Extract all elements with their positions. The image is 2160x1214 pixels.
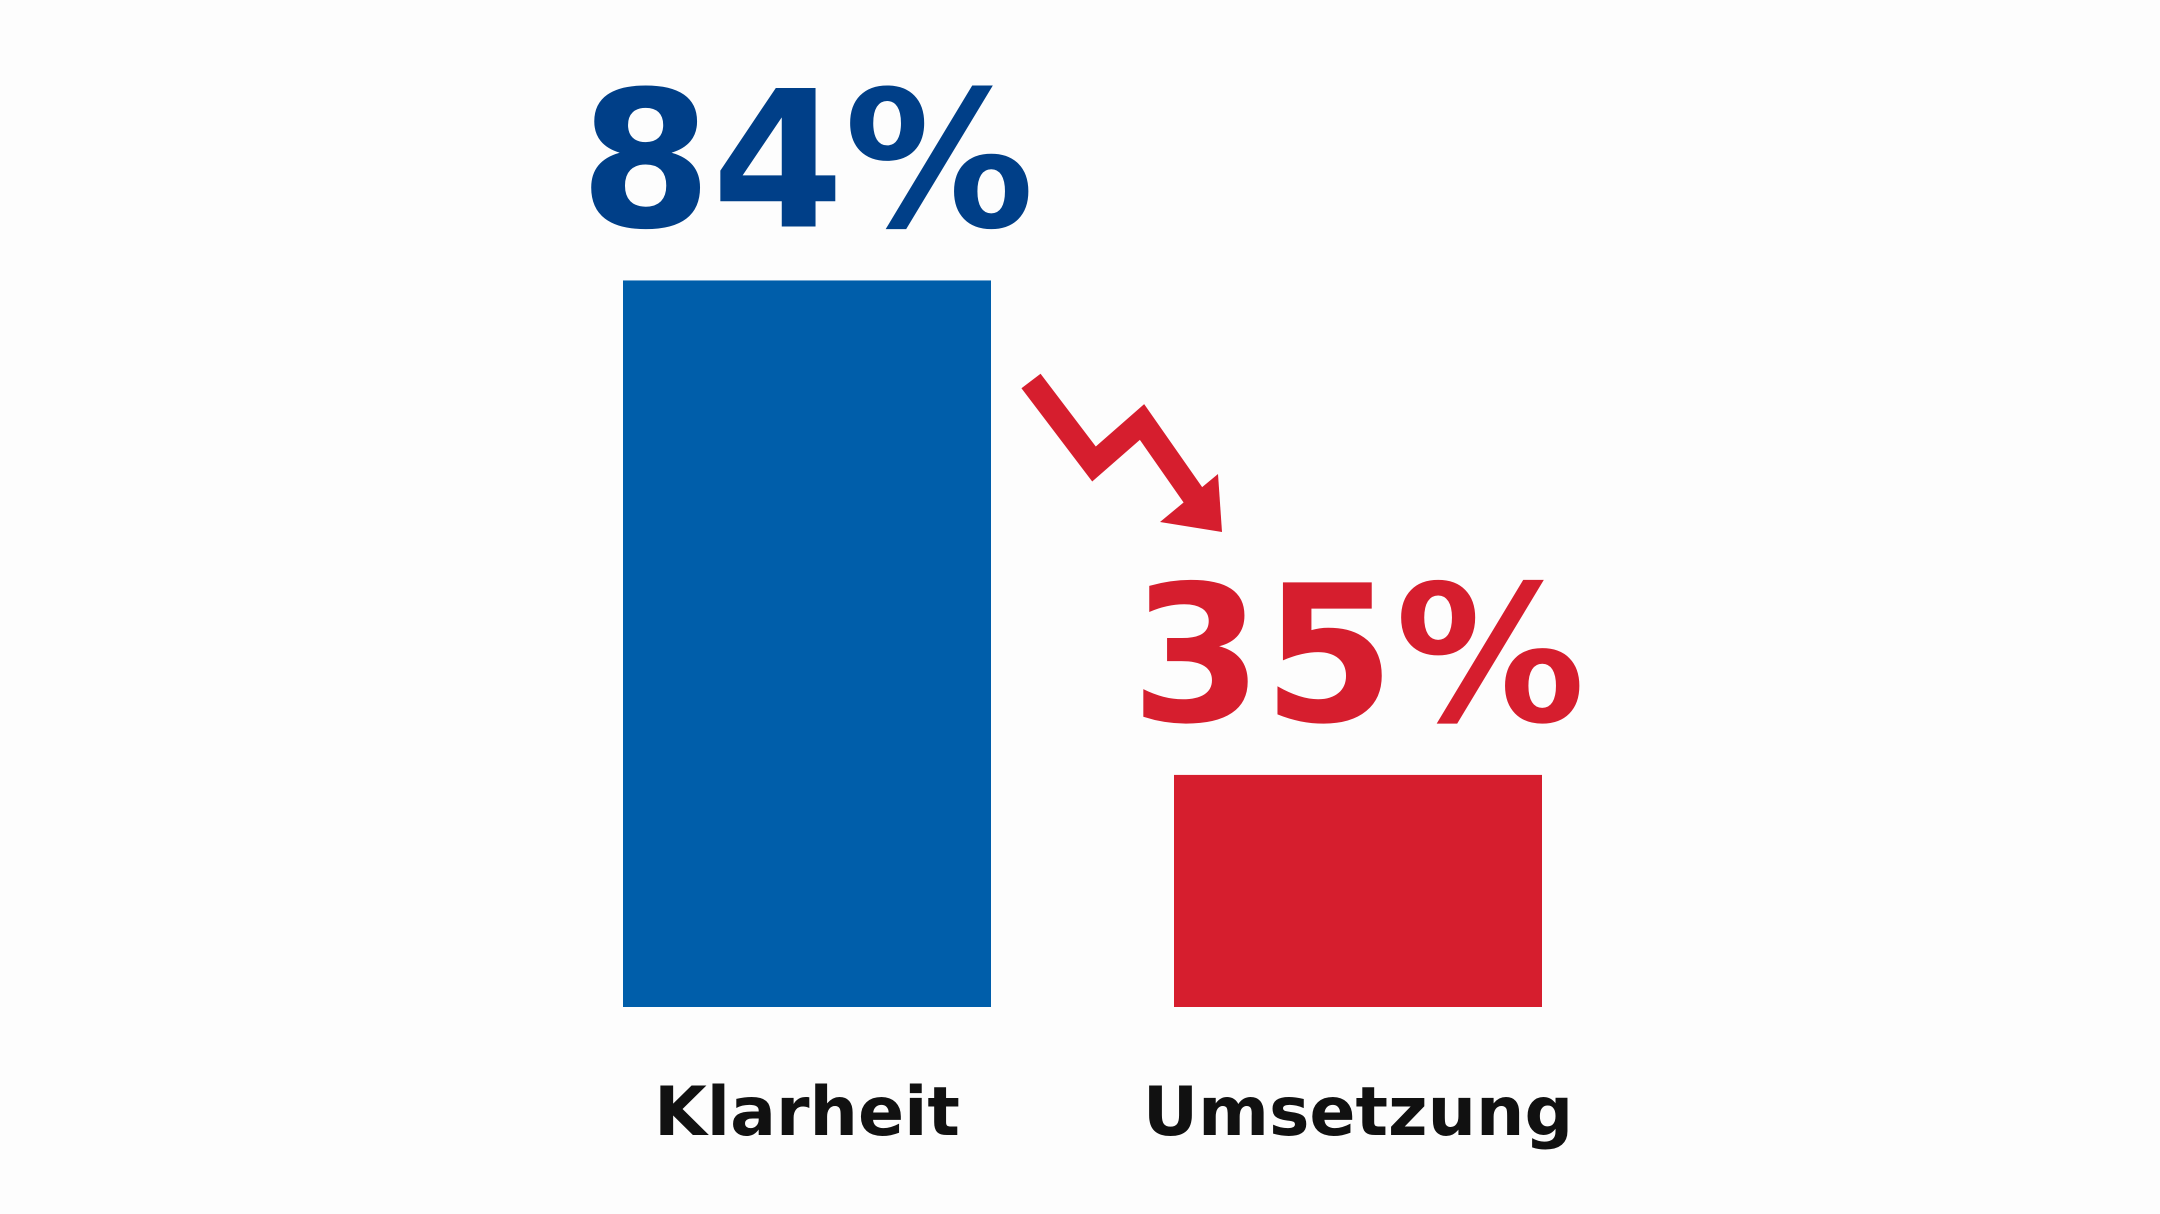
trend-arrow (1021, 373, 1222, 532)
value-label: 84% (580, 50, 1035, 271)
arrow-line (1021, 373, 1210, 512)
category-label: Umsetzung (1143, 1073, 1573, 1152)
category-label: Klarheit (654, 1073, 960, 1152)
value-label: 35% (1131, 545, 1586, 766)
bar (623, 280, 991, 1007)
bar (1174, 774, 1542, 1007)
arrow-head (1160, 474, 1222, 532)
